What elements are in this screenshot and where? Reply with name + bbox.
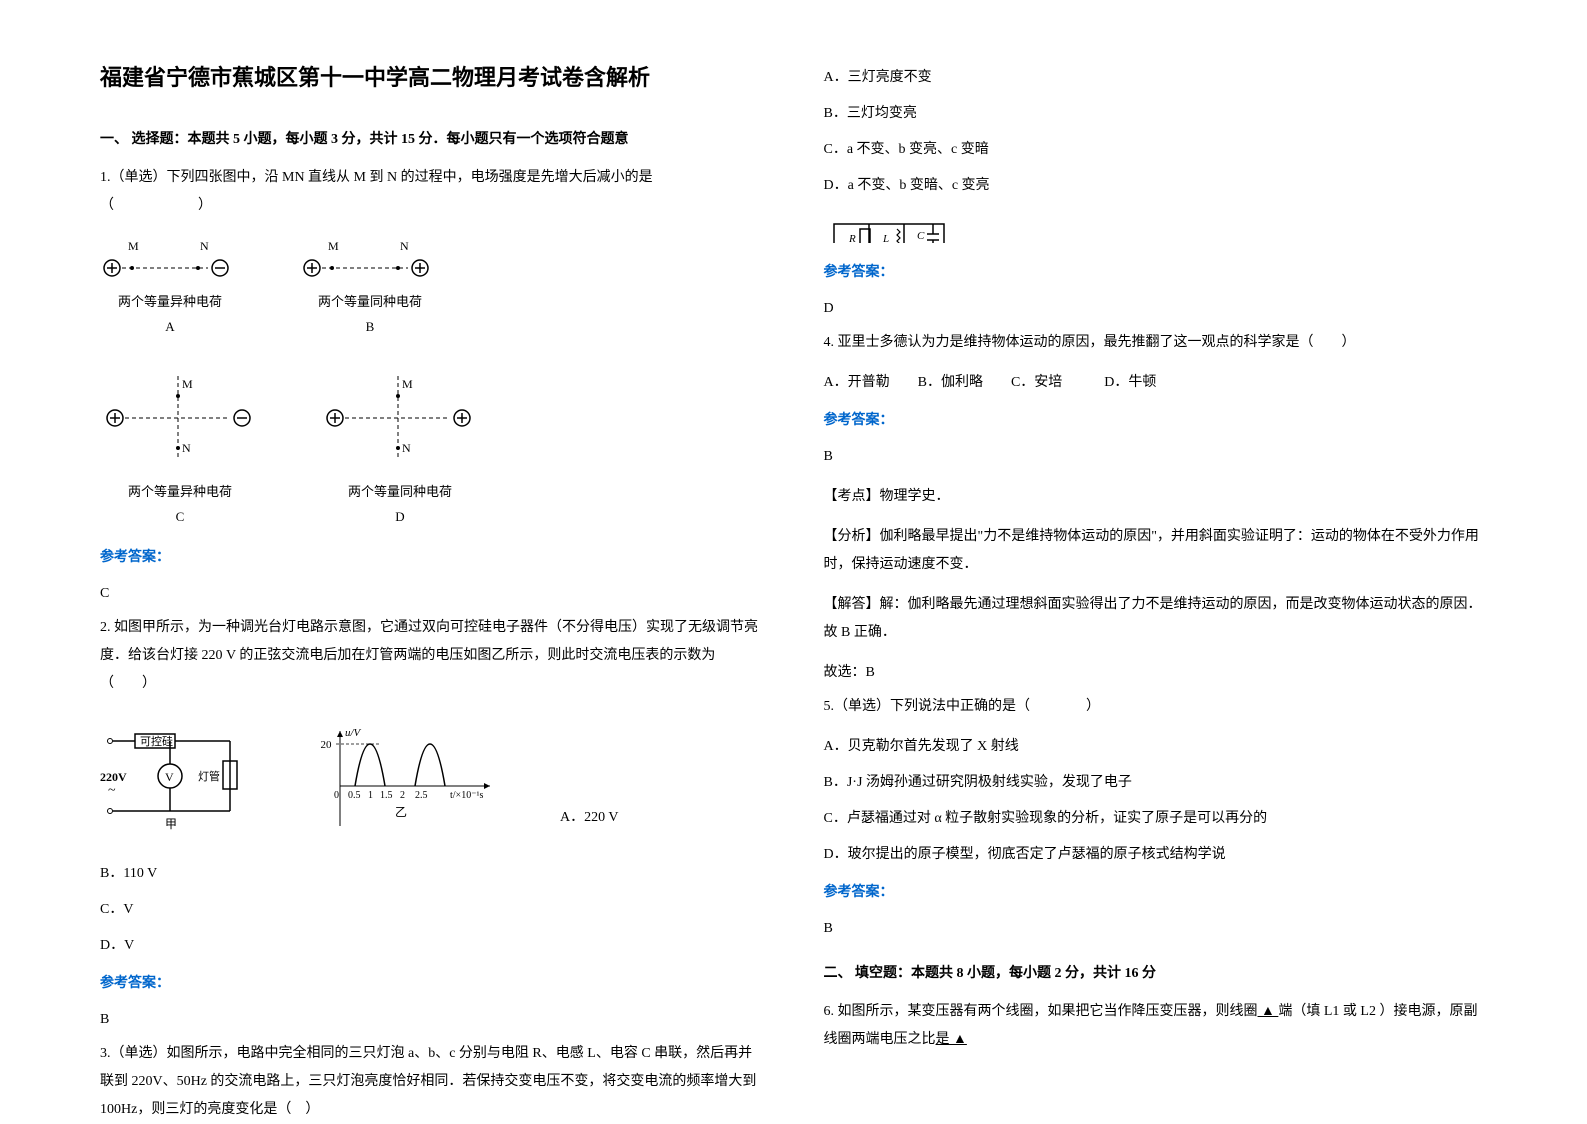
q1-figures-row2: M N 两个等量异种电荷 C M — [100, 358, 764, 528]
q2-stem: 2. 如图甲所示，为一种调光台灯电路示意图，它通过双向可控硅电子器件（不分得电压… — [100, 614, 764, 698]
q5-answer: B — [824, 915, 1488, 943]
q5-opt-b: B．J·J 汤姆孙通过研究阴极射线实验，发现了电子 — [824, 769, 1488, 797]
caption-jia: 甲 — [165, 817, 177, 831]
q3-stem: 3.（单选）如图所示，电路中完全相同的三只灯泡 a、b、c 分别与电阻 R、电感… — [100, 1040, 764, 1124]
q1-stem: 1.（单选）下列四张图中，沿 MN 直线从 M 到 N 的过程中，电场强度是先增… — [100, 164, 764, 220]
q1-fig-b-svg: M N — [300, 238, 440, 288]
q3-opt-d: D．a 不变、b 变暗、c 变亮 — [824, 172, 1488, 200]
fig-c-caption2: C — [176, 507, 185, 528]
svg-text:~: ~ — [108, 783, 116, 798]
q3-circuit-svg: R L C ~ a b c — [824, 214, 954, 243]
q4-analysis: 【分析】伽利略最早提出"力不是维持物体运动的原因"，并用斜面实验证明了：运动的物… — [824, 523, 1488, 579]
q4-answer-label: 参考答案： — [824, 409, 1488, 429]
q1-fig-a-svg: M N — [100, 238, 240, 288]
q5-stem: 5.（单选）下列说法中正确的是（ ） — [824, 693, 1488, 721]
q2-answer: B — [100, 1006, 764, 1034]
q2-opt-d: D．V — [100, 932, 764, 960]
q2-answer-label: 参考答案： — [100, 972, 764, 992]
q3-opt-b: B．三灯均变亮 — [824, 100, 1488, 128]
fig-b-caption1: 两个等量同种电荷 — [318, 292, 422, 313]
q3-answer: D — [824, 295, 1488, 323]
q1-figure-d: M N 两个等量同种电荷 D — [320, 358, 480, 528]
q4-answer: B — [824, 443, 1488, 471]
label-m: M — [402, 377, 413, 391]
q5-opt-a: A．贝克勒尔首先发现了 X 射线 — [824, 733, 1488, 761]
q1-fig-c-svg: M N — [100, 358, 260, 478]
q1-figure-a: M N 两个等量异种电荷 A — [100, 238, 240, 338]
label-m: M — [328, 239, 339, 253]
label-m: M — [182, 377, 193, 391]
q2-opt-c: C．V — [100, 896, 764, 924]
xunit: t/×10⁻¹s — [450, 790, 483, 801]
label-l: L — [882, 233, 889, 243]
fig-d-caption1: 两个等量同种电荷 — [348, 482, 452, 503]
q1-answer: C — [100, 580, 764, 608]
q3-answer-label: 参考答案： — [824, 261, 1488, 281]
label-scr: 可控硅 — [140, 734, 173, 748]
fig-d-caption2: D — [395, 507, 404, 528]
label-r: R — [848, 233, 856, 243]
q1-figures-row1: M N 两个等量异种电荷 A M N — [100, 238, 764, 338]
label-lamp: 灯管 — [198, 769, 220, 783]
fig-c-caption1: 两个等量异种电荷 — [128, 482, 232, 503]
ylabel: u/V — [345, 727, 362, 739]
x25: 2.5 — [415, 790, 428, 801]
label-c: C — [917, 230, 925, 242]
inductor-icon — [897, 229, 900, 243]
q2-opt-a: A．220 V — [560, 804, 618, 832]
page-title: 福建省宁德市蕉城区第十一中学高二物理月考试卷含解析 — [100, 60, 764, 95]
left-column: 福建省宁德市蕉城区第十一中学高二物理月考试卷含解析 一、 选择题：本题共 5 小… — [100, 60, 764, 1062]
q3-opt-a: A．三灯亮度不变 — [824, 64, 1488, 92]
q6-part1: 6. 如图所示，某变压器有两个线圈，如果把它当作降压变压器，则线圈 — [824, 1004, 1258, 1019]
label-n: N — [400, 239, 409, 253]
q2-circuit-svg: 可控硅 V 灯管 220V ~ 甲 — [100, 726, 260, 836]
section-1-header: 一、 选择题：本题共 5 小题，每小题 3 分，共计 15 分．每小题只有一个选… — [100, 127, 764, 152]
x15: 1.5 — [380, 790, 393, 801]
x2: 2 — [400, 790, 405, 801]
label-n: N — [182, 441, 191, 455]
q6-part3: 是 — [936, 1032, 950, 1047]
q2-figures: 可控硅 V 灯管 220V ~ 甲 u/V 220 0 0.5 — [100, 716, 764, 846]
fig-a-caption2: A — [165, 317, 174, 338]
q4-stem: 4. 亚里士多德认为力是维持物体运动的原因，最先推翻了这一观点的科学家是（ ） — [824, 329, 1488, 357]
label-n: N — [402, 441, 411, 455]
q6-stem: 6. 如图所示，某变压器有两个线圈，如果把它当作降压变压器，则线圈 ▲ 端（填 … — [824, 998, 1488, 1054]
q5-answer-label: 参考答案： — [824, 881, 1488, 901]
right-column: A．三灯亮度不变 B．三灯均变亮 C．a 不变、b 变亮、c 变暗 D．a 不变… — [824, 60, 1488, 1062]
q5-opt-c: C．卢瑟福通过对 α 粒子散射实验现象的分析，证实了原子是可以再分的 — [824, 805, 1488, 833]
label-v: V — [165, 770, 174, 784]
q2-opt-b: B．110 V — [100, 860, 764, 888]
label-n: N — [200, 239, 209, 253]
q1-fig-d-svg: M N — [320, 358, 480, 478]
x05: 0.5 — [348, 790, 361, 801]
q1-figure-b: M N 两个等量同种电荷 B — [300, 238, 440, 338]
x0: 0 — [334, 790, 339, 801]
q2-waveform-svg: u/V 220 0 0.5 1 1.5 2 2.5 t/×10⁻¹s 乙 — [320, 726, 500, 836]
fig-b-caption2: B — [366, 317, 375, 338]
q6-blank2: ▲ — [950, 1032, 967, 1047]
q4-opts: A．开普勒 B．伽利略 C．安培 D．牛顿 — [824, 369, 1488, 397]
label-m: M — [128, 239, 139, 253]
caption-yi: 乙 — [395, 805, 407, 819]
q4-solution: 【解答】解：伽利略最先通过理想斜面实验得出了力不是维持运动的原因，而是改变物体运… — [824, 591, 1488, 647]
q5-opt-d: D．玻尔提出的原子模型，彻底否定了卢瑟福的原子核式结构学说 — [824, 841, 1488, 869]
q4-conclusion: 故选：B — [824, 659, 1488, 687]
section-2-header: 二、 填空题：本题共 8 小题，每小题 2 分，共计 16 分 — [824, 961, 1488, 986]
label-220v: 220V — [100, 770, 127, 784]
x1: 1 — [368, 790, 373, 801]
q6-blank1: ▲ — [1258, 1004, 1279, 1019]
fig-a-caption1: 两个等量异种电荷 — [118, 292, 222, 313]
y220: 220 — [320, 739, 332, 751]
q1-answer-label: 参考答案： — [100, 546, 764, 566]
q1-figure-c: M N 两个等量异种电荷 C — [100, 358, 260, 528]
q3-opt-c: C．a 不变、b 变亮、c 变暗 — [824, 136, 1488, 164]
q4-point: 【考点】物理学史． — [824, 483, 1488, 511]
